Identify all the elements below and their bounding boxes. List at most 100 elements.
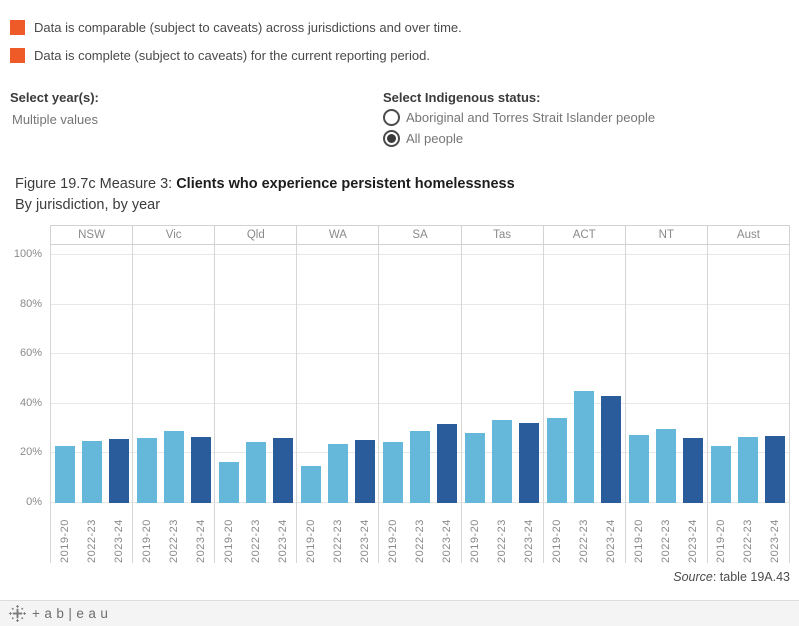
pane-sa [378, 245, 460, 503]
x-label-pane-act: 2019-20 2022-23 2023-24 [542, 503, 625, 563]
bar-nsw-2022-23[interactable] [81, 441, 102, 503]
jurisdiction-header-vic: Vic [132, 226, 214, 244]
pane-qld [214, 245, 296, 503]
bar-nt-2019-20[interactable] [629, 435, 650, 503]
bar-aust-2023-24[interactable] [765, 436, 786, 503]
radio-option[interactable]: Aboriginal and Torres Strait Islander pe… [383, 108, 655, 126]
x-label-slot: 2023-24 [601, 503, 621, 563]
bar-aust-2019-20[interactable] [711, 446, 732, 503]
year-label: 2019-20 [715, 519, 728, 563]
x-label-slot: 2019-20 [547, 503, 567, 563]
radio-dot-icon [387, 133, 396, 143]
x-label-slot: 2019-20 [465, 503, 485, 563]
bar-nt-2023-24[interactable] [683, 438, 704, 503]
bar-act-2022-23[interactable] [574, 391, 595, 503]
orange-square-icon [10, 48, 25, 63]
x-label-slot: 2022-23 [738, 503, 758, 563]
x-label-slot: 2023-24 [273, 503, 293, 563]
year-label: 2023-24 [687, 519, 700, 563]
orange-square-icon [10, 20, 25, 35]
bar-wa-2023-24[interactable] [354, 440, 375, 503]
x-label-pane-vic: 2019-20 2022-23 2023-24 [132, 503, 214, 563]
jurisdiction-header-act: ACT [542, 226, 625, 244]
year-label: 2019-20 [140, 519, 153, 563]
pane-nt [624, 245, 707, 503]
source-note: Source: table 19A.43 [673, 570, 790, 584]
year-label: 2023-24 [276, 519, 289, 563]
x-label-slot: 2022-23 [328, 503, 348, 563]
bar-vic-2022-23[interactable] [163, 431, 184, 503]
year-label: 2022-23 [413, 519, 426, 563]
radio-option[interactable]: All people [383, 129, 655, 147]
bar-sa-2022-23[interactable] [409, 431, 430, 503]
y-tick-label: 80% [19, 298, 42, 310]
y-tick-label: 100% [13, 248, 42, 260]
indigenous-status-filter: Select Indigenous status: Aboriginal and… [383, 90, 655, 147]
tableau-logo[interactable]: +ab|eau [9, 605, 112, 622]
bar-tas-2023-24[interactable] [519, 423, 540, 503]
source-rest: : table 19A.43 [712, 570, 790, 584]
bar-act-2023-24[interactable] [601, 396, 622, 503]
figure-subtitle: By jurisdiction, by year [15, 197, 161, 213]
x-label-slot: 2019-20 [137, 503, 157, 563]
tableau-sparkle-icon [9, 605, 26, 622]
jurisdiction-header-wa: WA [296, 226, 378, 244]
pane-wa [296, 245, 378, 503]
gridline [50, 304, 790, 305]
year-label: 2022-23 [249, 519, 262, 563]
radio-icon[interactable] [383, 108, 400, 126]
year-label: 2019-20 [58, 519, 71, 563]
bar-vic-2023-24[interactable] [190, 437, 211, 503]
bar-nsw-2023-24[interactable] [108, 439, 129, 503]
figure-title-prefix: Figure 19.7c Measure 3: [15, 176, 177, 192]
bar-vic-2019-20[interactable] [136, 438, 157, 503]
source-word: Source [673, 570, 713, 584]
year-label: 2022-23 [660, 519, 673, 563]
figure-title: Figure 19.7c Measure 3: Clients who expe… [15, 176, 515, 192]
bar-nsw-2019-20[interactable] [54, 446, 75, 503]
year-label: 2019-20 [551, 519, 564, 563]
jurisdiction-header-aust: Aust [706, 226, 790, 244]
bar-tas-2019-20[interactable] [465, 433, 486, 503]
year-label: 2022-23 [167, 519, 180, 563]
x-label-pane-nt: 2019-20 2022-23 2023-24 [624, 503, 707, 563]
bar-sa-2023-24[interactable] [436, 424, 457, 503]
gridline [50, 254, 790, 255]
figure-title-main: Clients who experience persistent homele… [176, 176, 515, 192]
bar-qld-2019-20[interactable] [218, 462, 239, 503]
x-label-pane-qld: 2019-20 2022-23 2023-24 [214, 503, 296, 563]
bar-wa-2022-23[interactable] [327, 444, 348, 503]
jurisdiction-header-nt: NT [624, 226, 707, 244]
x-label-slot: 2023-24 [765, 503, 785, 563]
year-label: 2023-24 [440, 519, 453, 563]
radio-icon[interactable] [383, 129, 400, 147]
bar-tas-2022-23[interactable] [492, 420, 513, 503]
bar-sa-2019-20[interactable] [382, 442, 403, 503]
year-label: 2022-23 [85, 519, 98, 563]
x-label-slot: 2023-24 [109, 503, 129, 563]
x-label-slot: 2022-23 [164, 503, 184, 563]
y-tick-label: 40% [19, 397, 42, 409]
bar-act-2019-20[interactable] [547, 418, 568, 503]
x-label-slot: 2023-24 [191, 503, 211, 563]
x-label-slot: 2022-23 [492, 503, 512, 563]
year-label: 2022-23 [578, 519, 591, 563]
radio-option-label: All people [406, 130, 464, 146]
bar-nt-2022-23[interactable] [656, 429, 677, 503]
indigenous-status-options: Aboriginal and Torres Strait Islander pe… [383, 108, 655, 147]
indigenous-status-label: Select Indigenous status: [383, 90, 541, 105]
year-label: 2023-24 [523, 519, 536, 563]
pane-tas [460, 245, 543, 503]
bar-wa-2019-20[interactable] [300, 466, 321, 503]
x-axis-labels: 2019-20 2022-23 2023-24 2019-20 2022-23 2023-… [50, 503, 790, 563]
year-filter-value[interactable]: Multiple values [12, 112, 98, 127]
bar-qld-2023-24[interactable] [272, 438, 293, 503]
bar-qld-2022-23[interactable] [245, 442, 266, 503]
legend-item-complete: Data is complete (subject to caveats) fo… [10, 48, 462, 63]
bar-aust-2022-23[interactable] [738, 437, 759, 503]
tableau-footer-bar: +ab|eau [0, 600, 799, 626]
pane-nsw [50, 245, 132, 503]
x-label-pane-tas: 2019-20 2022-23 2023-24 [460, 503, 543, 563]
jurisdiction-header-tas: Tas [460, 226, 543, 244]
